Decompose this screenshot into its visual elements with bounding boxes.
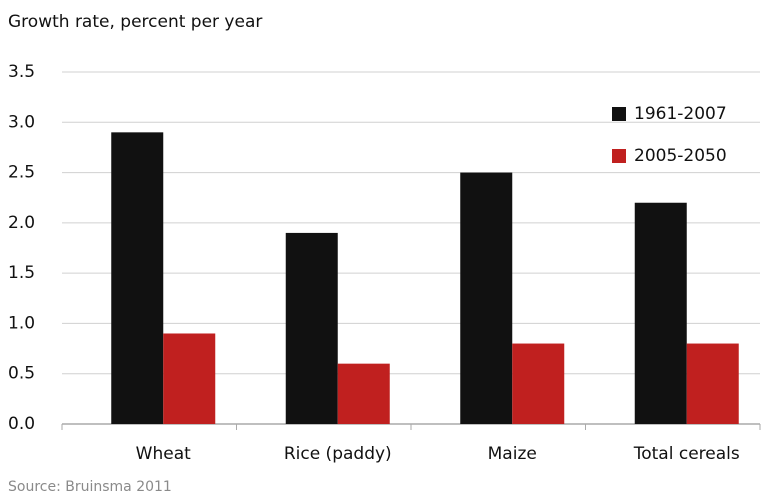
y-axis-label: Growth rate, percent per year [8, 12, 262, 32]
y-tick-label: 2.0 [8, 213, 35, 233]
legend-swatch [612, 107, 626, 121]
y-tick-label: 0.5 [8, 364, 35, 384]
y-tick-label: 1.0 [8, 313, 35, 333]
x-tick-label: Total cereals [633, 444, 740, 464]
y-tick-label: 0.0 [8, 414, 35, 434]
bar [512, 343, 565, 424]
y-tick-label: 1.5 [8, 263, 35, 283]
legend-label: 2005-2050 [634, 146, 727, 166]
bar [163, 333, 216, 424]
bar [111, 132, 164, 425]
bar [686, 343, 739, 424]
bar [285, 232, 338, 424]
bar [634, 202, 687, 424]
legend-swatch [612, 149, 626, 163]
y-tick-label: 3.5 [8, 62, 35, 82]
source: Source: Bruinsma 2011 [8, 479, 172, 495]
y-tick-label: 3.0 [8, 112, 35, 132]
bar [460, 172, 513, 424]
x-tick-label: Maize [488, 444, 537, 464]
y-tick-label: 2.5 [8, 163, 35, 183]
legend-label: 1961-2007 [634, 104, 727, 124]
x-tick-label: Rice (paddy) [284, 444, 392, 464]
bar [337, 363, 390, 424]
x-tick-label: Wheat [136, 444, 191, 464]
